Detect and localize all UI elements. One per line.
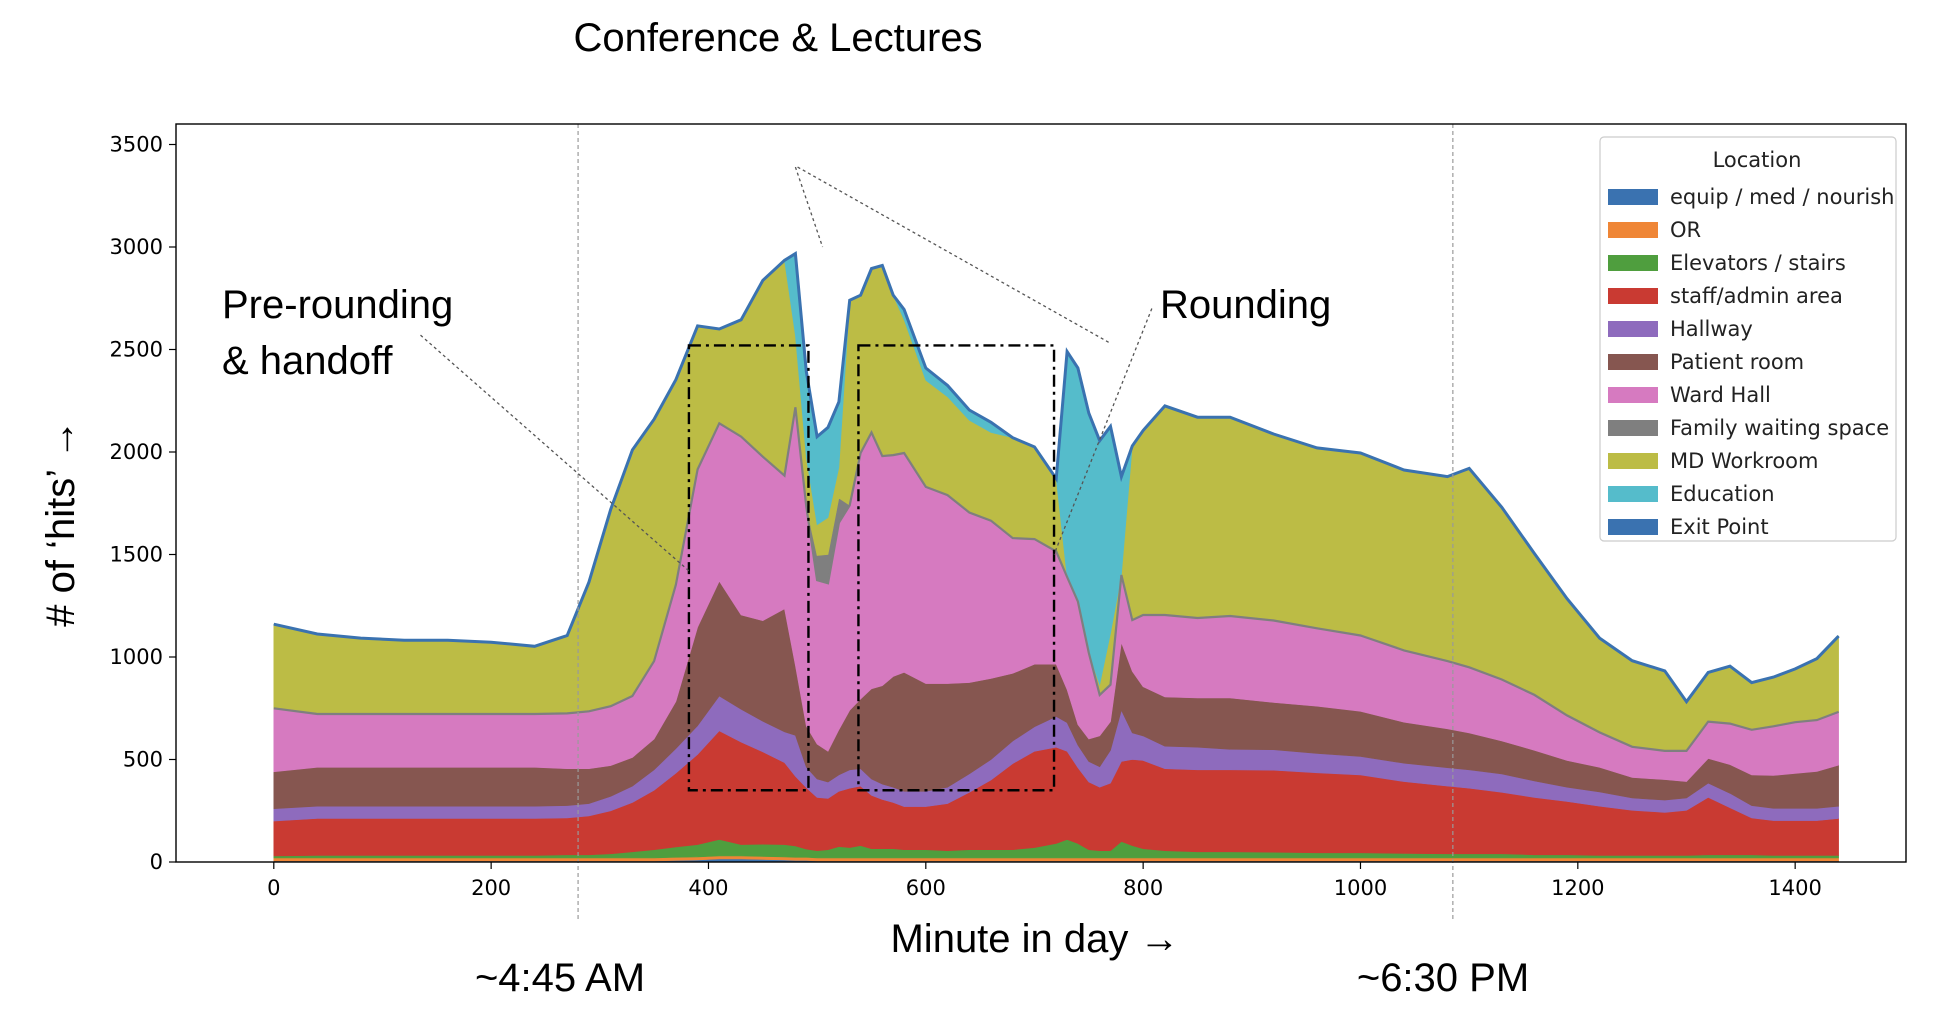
y-tick-label: 3500 <box>110 133 163 157</box>
legend-swatch <box>1608 189 1658 205</box>
highlight-box <box>687 344 810 792</box>
legend-label: equip / med / nourish <box>1670 185 1894 209</box>
x-tick-label: 1200 <box>1551 876 1604 900</box>
legend-swatch <box>1608 486 1658 502</box>
legend-label: Hallway <box>1670 317 1753 341</box>
annotation-rounding: Rounding <box>1160 283 1331 327</box>
plot-frame <box>175 123 1907 863</box>
annotation-leader-line <box>794 166 824 248</box>
x-tick-label: 600 <box>906 876 946 900</box>
legend-swatch <box>1608 420 1658 436</box>
legend-title: Location <box>1713 148 1802 172</box>
legend-label: Education <box>1670 482 1775 506</box>
area-layers <box>273 251 1840 863</box>
legend-swatch <box>1608 321 1658 337</box>
annotation-leader-line <box>797 166 1111 344</box>
x-tick-label: 400 <box>688 876 728 900</box>
highlight-box <box>857 344 1056 792</box>
legend-swatch <box>1608 288 1658 304</box>
y-tick-label: 2000 <box>110 440 163 464</box>
y-tick-label: 1000 <box>110 645 163 669</box>
y-tick-label: 2500 <box>110 338 163 362</box>
x-axis-title: Minute in day → <box>890 917 1179 961</box>
x-tick-label: 1400 <box>1768 876 1821 900</box>
x-tick-label: 1000 <box>1334 876 1387 900</box>
legend-swatch <box>1608 519 1658 535</box>
y-axis-ticks: 0 500 1000 1500 2000 2500 3000 3500 <box>110 133 176 874</box>
legend-label: staff/admin area <box>1670 284 1843 308</box>
legend-label: Ward Hall <box>1670 383 1771 407</box>
x-axis-ticks: 0 200 400 600 800 1000 1200 1400 <box>267 862 1822 900</box>
legend: Location equip / med / nourish OR Elevator… <box>1599 136 1897 542</box>
legend-label: OR <box>1670 218 1701 242</box>
y-tick-label: 500 <box>123 748 163 772</box>
y-tick-label: 1500 <box>110 543 163 567</box>
annotation-leader-line <box>1053 308 1153 555</box>
legend-swatch <box>1608 255 1658 271</box>
legend-label: Elevators / stairs <box>1670 251 1846 275</box>
legend-swatch <box>1608 453 1658 469</box>
y-axis-title: # of ‘hits’ → <box>39 419 83 626</box>
legend-label: Exit Point <box>1670 515 1769 539</box>
legend-swatch <box>1608 222 1658 238</box>
y-tick-label: 3000 <box>110 235 163 259</box>
legend-label: Family waiting space <box>1670 416 1889 440</box>
annotation-conference: Conference & Lectures <box>573 16 982 60</box>
total-edge-line <box>273 251 1840 705</box>
legend-swatch <box>1608 354 1658 370</box>
annotation-prerounding-line2: & handoff <box>222 339 393 383</box>
legend-label: Patient room <box>1670 350 1804 374</box>
annotation-leaders <box>420 166 1153 572</box>
legend-items: equip / med / nourish OR Elevators / stair… <box>1608 185 1894 539</box>
annotation-time-morning: ~4:45 AM <box>475 956 645 1000</box>
x-tick-label: 800 <box>1123 876 1163 900</box>
highlight-boxes <box>687 344 1056 792</box>
legend-swatch <box>1608 387 1658 403</box>
ward-hall-edge-line <box>273 407 1839 753</box>
annotation-prerounding-line1: Pre-rounding <box>222 283 453 327</box>
annotation-time-evening: ~6:30 PM <box>1357 956 1529 1000</box>
legend-frame <box>1599 136 1897 542</box>
x-tick-label: 0 <box>267 876 280 900</box>
x-tick-label: 200 <box>471 876 511 900</box>
legend-label: MD Workroom <box>1670 449 1818 473</box>
y-tick-label: 0 <box>150 850 163 874</box>
